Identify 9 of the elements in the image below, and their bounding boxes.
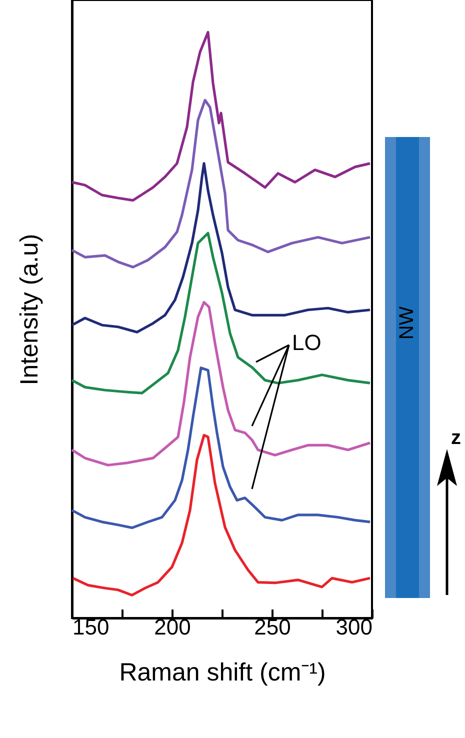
x-tick-label: 200 xyxy=(154,614,191,640)
annotation: LO xyxy=(292,330,322,355)
x-tick-label: 150 xyxy=(72,614,110,640)
x-tick-label: 300 xyxy=(336,614,372,640)
x-tick-label: 250 xyxy=(254,614,291,640)
text: NW xyxy=(396,306,418,340)
text: z xyxy=(451,427,461,449)
x-axis-title: Raman shift (cm⁻¹) xyxy=(119,658,326,686)
y-axis-title: Intensity (a.u) xyxy=(16,234,44,386)
